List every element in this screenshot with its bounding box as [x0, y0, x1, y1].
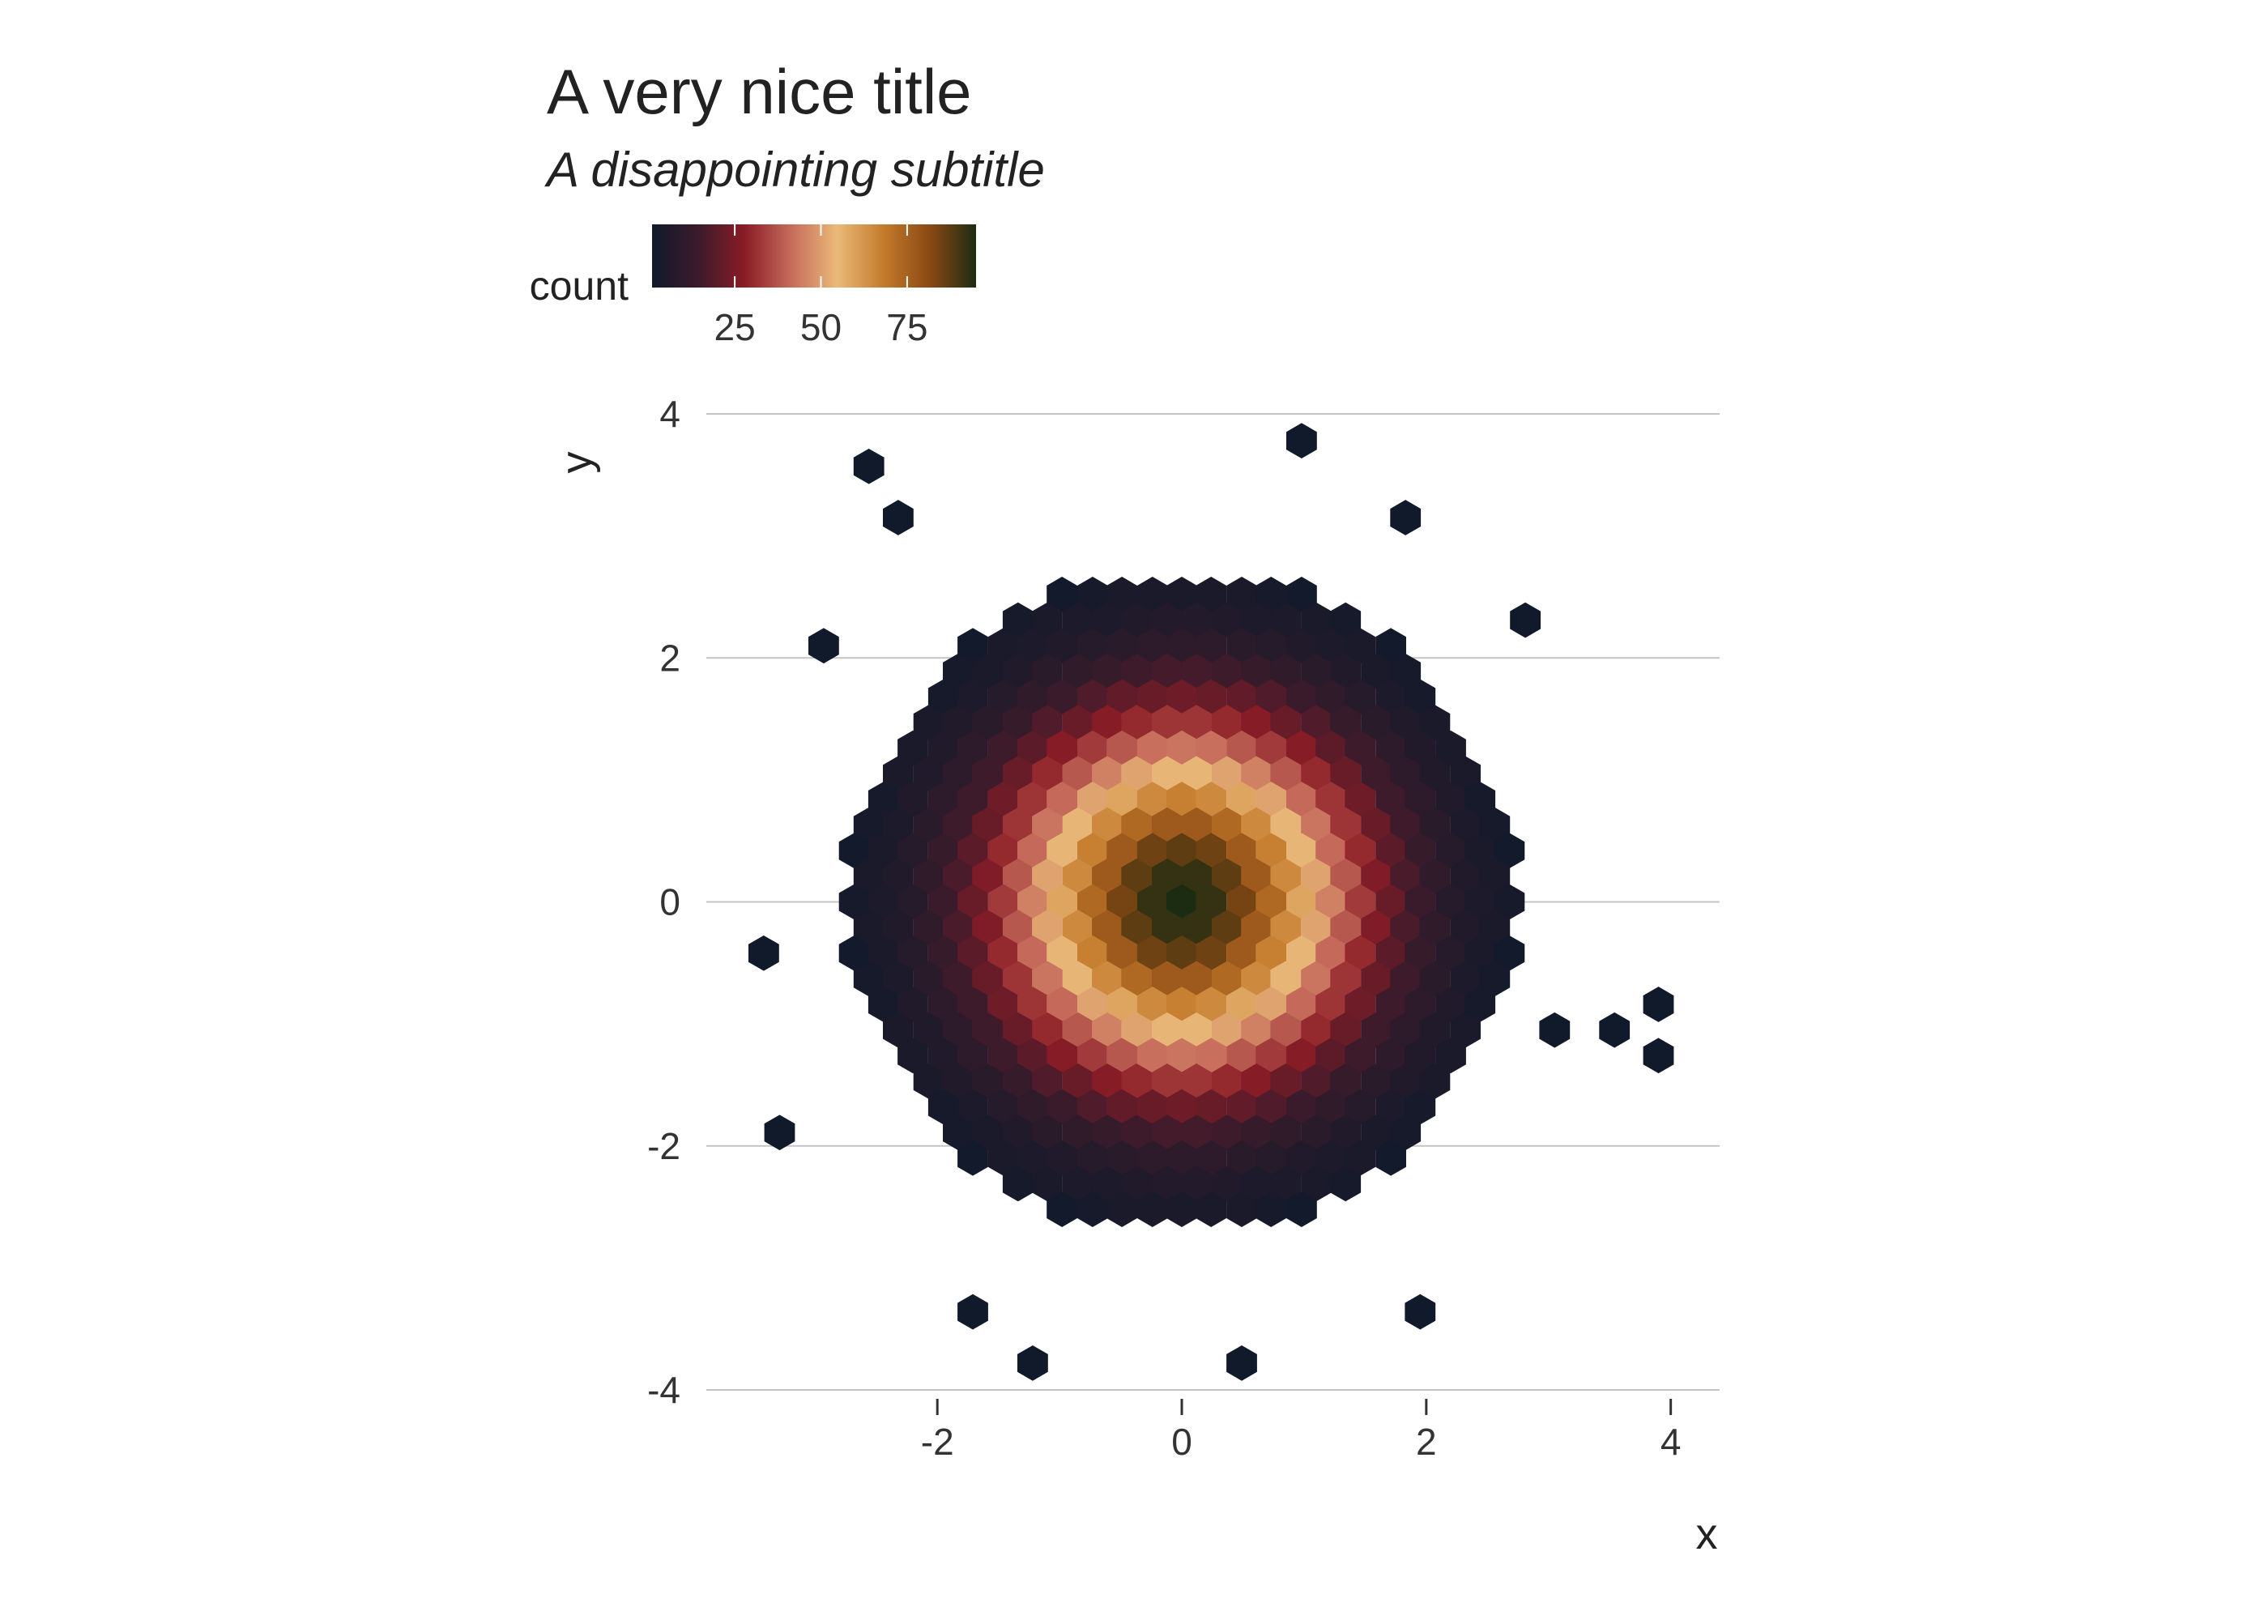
x-tick-label: 4: [1660, 1421, 1682, 1463]
hex-bin: [1510, 602, 1541, 638]
hex-bin: [1539, 1012, 1571, 1048]
hex-bin: [957, 1140, 988, 1176]
x-axis-label: x: [1696, 1510, 1718, 1558]
colorbar-tick-label: 75: [886, 306, 927, 348]
hex-bin: [1405, 1294, 1436, 1330]
hex-bin: [764, 1115, 795, 1151]
hex-bin: [1390, 500, 1422, 535]
hex-bin: [1375, 1140, 1406, 1176]
x-tick-label: -2: [921, 1421, 954, 1463]
x-tick-label: 2: [1416, 1421, 1437, 1463]
y-tick-label: -4: [647, 1369, 680, 1411]
colorbar-tick-label: 50: [800, 306, 842, 348]
x-tick-label: 0: [1171, 1421, 1192, 1463]
hex-bin: [1196, 1191, 1227, 1227]
hex-bin: [1435, 1038, 1466, 1074]
y-axis-label: y: [552, 452, 601, 474]
hex-bin: [1017, 1345, 1048, 1381]
hex-bin: [897, 1038, 928, 1074]
hex-bin: [748, 935, 779, 971]
hex-bin: [1643, 987, 1674, 1022]
hex-bin: [853, 448, 885, 484]
hexbin-layer: [748, 423, 1674, 1381]
hex-bin: [1047, 1191, 1077, 1227]
hex-bin: [1106, 1191, 1137, 1227]
hex-bin: [957, 1294, 988, 1330]
hex-bin: [1599, 1012, 1631, 1048]
colorbar-tick-label: 25: [714, 306, 756, 348]
y-tick-label: 0: [659, 881, 680, 923]
hex-bin: [1226, 1345, 1257, 1381]
y-tick-label: 4: [659, 393, 680, 435]
colorbar: [652, 224, 976, 288]
hex-bin: [1286, 423, 1317, 458]
chart-subtitle: A disappointing subtitle: [544, 143, 1045, 197]
hex-bin: [1256, 1191, 1287, 1227]
y-tick-label: -2: [647, 1125, 680, 1167]
hex-bin: [1643, 1038, 1674, 1074]
hex-bin: [808, 628, 839, 664]
chart-title: A very nice title: [547, 56, 972, 127]
legend-title: count: [530, 263, 629, 309]
y-tick-label: 2: [659, 637, 680, 679]
hex-bin: [1286, 1191, 1317, 1227]
hex-bin: [1330, 1166, 1362, 1202]
hex-bin: [883, 500, 914, 535]
